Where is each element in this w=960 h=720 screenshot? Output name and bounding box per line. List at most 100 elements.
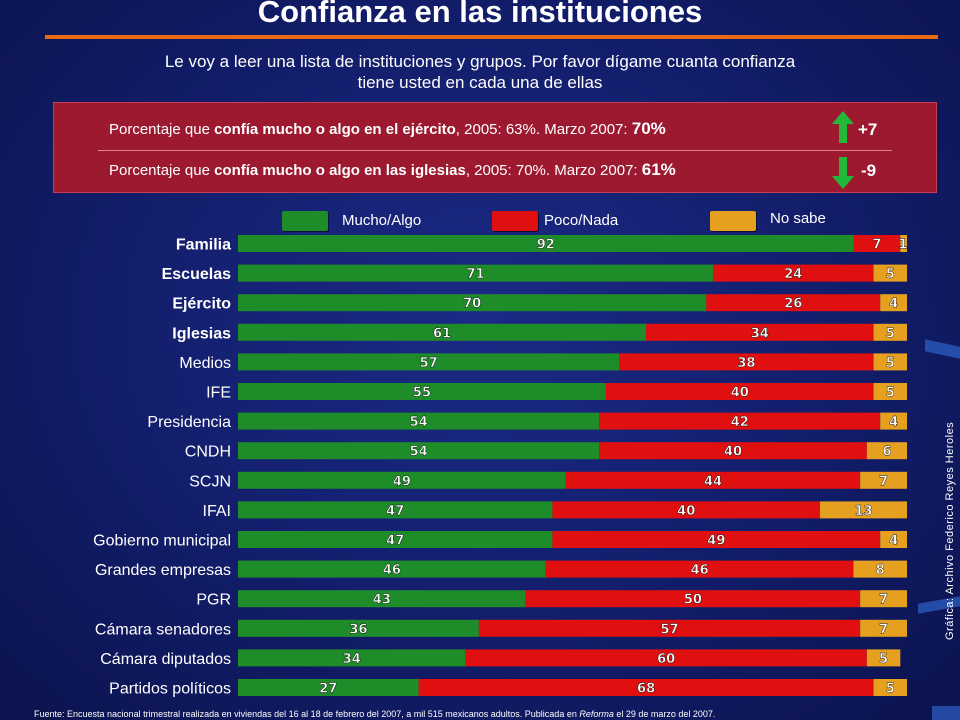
arrow-down-icon xyxy=(832,157,854,189)
data-label: 49 xyxy=(393,474,411,489)
data-label: 4 xyxy=(889,534,898,549)
data-label: 40 xyxy=(731,386,749,401)
data-label: 5 xyxy=(886,267,895,282)
stat-row-iglesias: Porcentaje que confía mucho o algo en la… xyxy=(109,160,676,184)
bar-segment-no-sabe xyxy=(873,264,907,282)
bar-segment-mucho-algo xyxy=(238,619,479,637)
data-label: 5 xyxy=(886,326,895,341)
data-label: 7 xyxy=(879,474,888,489)
bar-segment-mucho-algo xyxy=(238,471,566,489)
stat-value: 61% xyxy=(641,160,676,179)
data-label: 13 xyxy=(854,504,872,519)
data-label: 57 xyxy=(420,356,438,371)
category-label: IFE xyxy=(206,385,231,402)
data-label: 7 xyxy=(872,238,881,253)
bar-segment-mucho-algo xyxy=(238,353,620,371)
bar-segment-poco-nada xyxy=(599,412,881,430)
bar-segment-no-sabe xyxy=(853,560,907,578)
data-label: 5 xyxy=(886,386,895,401)
legend-label-mucho: Mucho/Algo xyxy=(342,212,422,229)
data-label: 38 xyxy=(737,356,755,371)
bar-segment-no-sabe xyxy=(873,383,907,400)
data-label: 47 xyxy=(386,534,404,549)
footnote-date: el 29 de marzo del 2007. xyxy=(613,709,716,719)
category-label: Iglesias xyxy=(172,325,231,342)
category-label: Escuelas xyxy=(162,266,231,283)
data-label: 92 xyxy=(537,238,555,253)
bar-segment-poco-nada xyxy=(712,264,874,282)
data-label: 46 xyxy=(383,563,401,578)
data-label: 26 xyxy=(784,297,802,312)
side-credit: Gráfica: Archivo Federico Reyes Heroles xyxy=(944,421,956,640)
bar-segment-poco-nada xyxy=(599,442,867,460)
bar-segment-no-sabe xyxy=(860,619,907,637)
bar-segment-mucho-algo xyxy=(238,679,419,696)
legend-label-poco: Poco/Nada xyxy=(544,212,619,229)
stat-prefix: Porcentaje que xyxy=(109,121,215,138)
category-label: IFAI xyxy=(203,503,231,520)
bar-segment-poco-nada xyxy=(418,679,874,696)
bar-segment-mucho-algo xyxy=(238,235,854,252)
data-label: 57 xyxy=(660,622,678,637)
stat-highlight: confía mucho o algo en el ejército xyxy=(214,121,456,138)
bar-segment-poco-nada xyxy=(465,649,867,667)
data-label: 54 xyxy=(410,445,428,460)
data-label: 4 xyxy=(889,297,898,312)
category-label: Ejército xyxy=(172,296,231,313)
data-label: 55 xyxy=(413,386,431,401)
bar-segment-no-sabe xyxy=(873,323,907,341)
data-label: 1 xyxy=(898,238,907,253)
bar-segment-mucho-algo xyxy=(238,264,713,282)
data-label: 7 xyxy=(879,593,888,608)
data-label: 50 xyxy=(684,593,702,608)
stat-change-iglesias: -9 xyxy=(861,161,877,180)
bar-segment-poco-nada xyxy=(478,619,861,637)
category-label: Familia xyxy=(176,237,231,254)
category-label: Presidencia xyxy=(147,414,231,431)
subtitle-line-1: Le voy a leer una lista de instituciones… xyxy=(164,52,796,71)
data-label: 46 xyxy=(691,563,709,578)
data-label: 36 xyxy=(349,622,367,637)
bar-segment-poco-nada xyxy=(552,531,881,548)
category-label: Cámara senadores xyxy=(95,621,231,638)
bar-segment-poco-nada xyxy=(646,323,874,341)
bar-segment-poco-nada xyxy=(525,590,861,608)
data-label: 70 xyxy=(463,297,481,312)
bar-segment-mucho-algo xyxy=(238,323,647,341)
bar-segment-poco-nada xyxy=(545,560,854,578)
bar-segment-no-sabe xyxy=(900,235,907,252)
stat-value: 70% xyxy=(631,119,666,138)
data-label: 71 xyxy=(466,267,484,282)
bar-segment-mucho-algo xyxy=(238,531,553,548)
data-label: 4 xyxy=(889,415,898,430)
legend-label-nosabe: No sabe xyxy=(770,210,826,227)
data-label: 6 xyxy=(882,445,891,460)
category-label: Gobierno municipal xyxy=(93,533,231,550)
data-label: 49 xyxy=(707,534,725,549)
arrow-up-icon xyxy=(832,111,854,143)
category-label: Partidos políticos xyxy=(109,681,231,698)
category-label: Cámara diputados xyxy=(100,651,231,668)
stat-box: Porcentaje que confía mucho o algo en el… xyxy=(53,102,937,193)
data-label: 34 xyxy=(343,652,361,667)
data-label: 5 xyxy=(886,356,895,371)
category-label: PGR xyxy=(196,592,231,609)
data-label: 27 xyxy=(319,682,337,697)
category-label: SCJN xyxy=(189,473,231,490)
data-label: 34 xyxy=(751,326,769,341)
category-label: Medios xyxy=(179,355,231,372)
bar-segment-mucho-algo xyxy=(238,501,553,519)
data-label: 24 xyxy=(784,267,802,282)
data-label: 68 xyxy=(637,682,655,697)
title-underline xyxy=(45,35,938,39)
bar-segment-poco-nada xyxy=(619,353,874,371)
data-label: 54 xyxy=(410,415,428,430)
stat-change-ejercito: +7 xyxy=(858,120,878,139)
bar-segment-no-sabe xyxy=(866,442,907,460)
footnote-text: Fuente: Encuesta nacional trimestral rea… xyxy=(34,709,580,719)
bar-segment-no-sabe xyxy=(866,649,901,667)
stat-middle: , 2005: 63%. Marzo 2007: xyxy=(455,121,632,138)
data-label: 44 xyxy=(704,474,722,489)
legend-swatch-poco xyxy=(492,211,538,231)
